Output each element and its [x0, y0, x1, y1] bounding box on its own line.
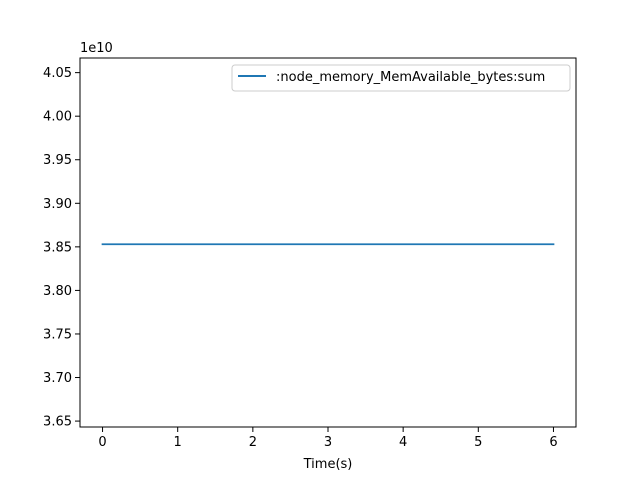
- x-tick-label: 0: [98, 435, 106, 450]
- legend: :node_memory_MemAvailable_bytes:sum: [231, 64, 571, 92]
- y-tick-label: 3.85: [43, 240, 72, 255]
- y-tick-label: 3.75: [43, 327, 72, 342]
- x-tick-label: 1: [174, 435, 182, 450]
- y-tick-label: 4.00: [43, 110, 72, 125]
- y-tick-label: 3.70: [43, 371, 72, 386]
- y-tick-label: 4.05: [43, 66, 72, 81]
- y-axis: 3.65 3.70 3.75 3.80 3.85 3.90 3.95 4.00 4.05: [43, 66, 80, 430]
- legend-entry-label: :node_memory_MemAvailable_bytes:sum: [276, 70, 545, 85]
- x-axis-label: Time(s): [303, 457, 353, 472]
- y-offset-label: 1e10: [80, 41, 113, 56]
- y-tick-label: 3.80: [43, 284, 72, 299]
- x-tick-label: 5: [474, 435, 482, 450]
- y-tick-label: 3.95: [43, 153, 72, 168]
- legend-box: [231, 64, 571, 92]
- plot-area: [80, 58, 576, 427]
- y-tick-label: 3.65: [43, 415, 72, 430]
- x-axis: 0 1 2 3 4 5 6: [98, 427, 558, 450]
- x-tick-label: 3: [324, 435, 332, 450]
- x-tick-label: 2: [249, 435, 257, 450]
- x-tick-label: 6: [549, 435, 557, 450]
- y-tick-label: 3.90: [43, 197, 72, 212]
- x-tick-label: 4: [399, 435, 407, 450]
